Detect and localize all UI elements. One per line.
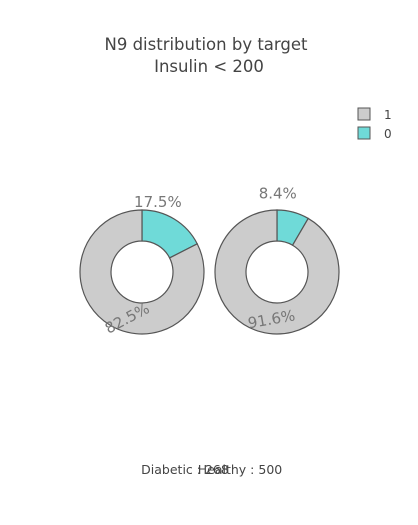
legend-item-1[interactable]: 1 <box>357 107 392 122</box>
pie-0-slice-1[interactable] <box>79 209 205 335</box>
chart-title-line-1: N9 distribution by target <box>104 35 308 54</box>
pie-name-healthy: Healthy : 500 <box>198 462 283 477</box>
chart-title-line-2: Insulin < 200 <box>154 57 264 76</box>
legend-item-0[interactable]: 0 <box>357 126 392 141</box>
pie-1-slice-0-label: 8.4% <box>259 185 297 203</box>
pie-names: Diabetic : 268 Healthy : 500 <box>141 462 282 477</box>
legend-swatch-1 <box>357 107 371 121</box>
pie-1-slice-1[interactable] <box>214 209 340 335</box>
pie-layer: 17.5%82.5%8.4%91.6% <box>79 185 340 338</box>
chart-title: N9 distribution by target Insulin < 200 <box>104 35 308 76</box>
pie-0-slice-0-label: 17.5% <box>134 193 182 211</box>
legend-label-0: 0 <box>384 127 392 141</box>
pie-name-diabetic: Diabetic : 268 <box>141 462 229 477</box>
legend: 1 0 <box>357 107 392 141</box>
legend-swatch-0 <box>357 126 371 140</box>
legend-label-1: 1 <box>384 108 392 122</box>
